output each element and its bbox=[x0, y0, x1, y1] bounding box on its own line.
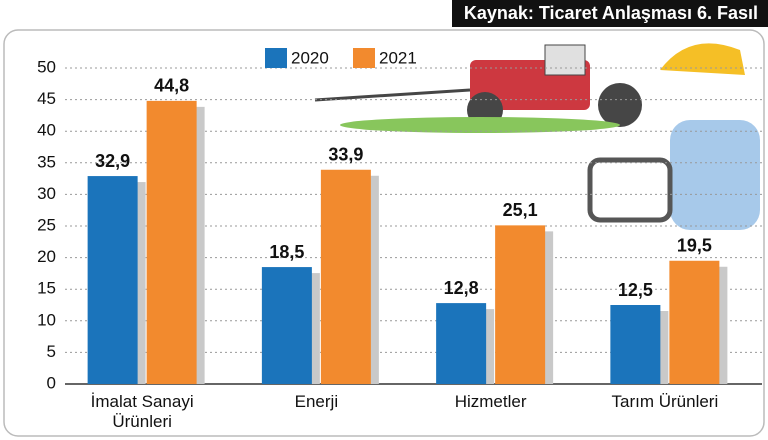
y-tick-label: 15 bbox=[37, 279, 56, 298]
bar bbox=[495, 225, 546, 384]
legend-swatch bbox=[265, 48, 287, 68]
illustration bbox=[314, 43, 760, 230]
bar bbox=[146, 100, 197, 384]
source: Kaynak: Ticaret Anlaşması 6. Fasıl bbox=[451, 0, 768, 27]
value-label: 18,5 bbox=[269, 242, 304, 262]
bar bbox=[436, 303, 487, 384]
value-label: 44,8 bbox=[154, 76, 189, 96]
value-label: 19,5 bbox=[677, 236, 712, 256]
y-tick-label: 10 bbox=[37, 310, 56, 329]
bar bbox=[320, 169, 371, 384]
legend-swatch bbox=[353, 48, 375, 68]
y-tick-label: 5 bbox=[47, 342, 56, 361]
bar bbox=[610, 305, 661, 384]
y-tick-label: 40 bbox=[37, 121, 56, 140]
value-label: 12,5 bbox=[618, 280, 653, 300]
y-tick-label: 20 bbox=[37, 247, 56, 266]
y-tick-label: 0 bbox=[47, 373, 56, 392]
y-tick-label: 45 bbox=[37, 89, 56, 108]
value-label: 12,8 bbox=[444, 278, 479, 298]
y-tick-label: 30 bbox=[37, 184, 56, 203]
x-tick-label: Enerji bbox=[294, 392, 339, 411]
bar bbox=[87, 176, 138, 384]
value-label: 33,9 bbox=[328, 145, 363, 165]
bar bbox=[261, 267, 312, 384]
legend-label: 2020 bbox=[291, 48, 329, 67]
value-label: 25,1 bbox=[503, 200, 538, 220]
x-tick-label: İmalat Sanayi Ürünleri bbox=[90, 392, 194, 431]
x-tick-label: Tarım Ürünleri bbox=[611, 392, 719, 411]
x-tick-label: Hizmetler bbox=[454, 392, 527, 411]
value-label: 32,9 bbox=[95, 151, 130, 171]
legend-label: 2021 bbox=[379, 48, 417, 67]
y-tick-label: 50 bbox=[37, 57, 56, 76]
y-tick-label: 25 bbox=[37, 215, 56, 234]
y-tick-label: 35 bbox=[37, 152, 56, 171]
bar bbox=[669, 260, 720, 384]
